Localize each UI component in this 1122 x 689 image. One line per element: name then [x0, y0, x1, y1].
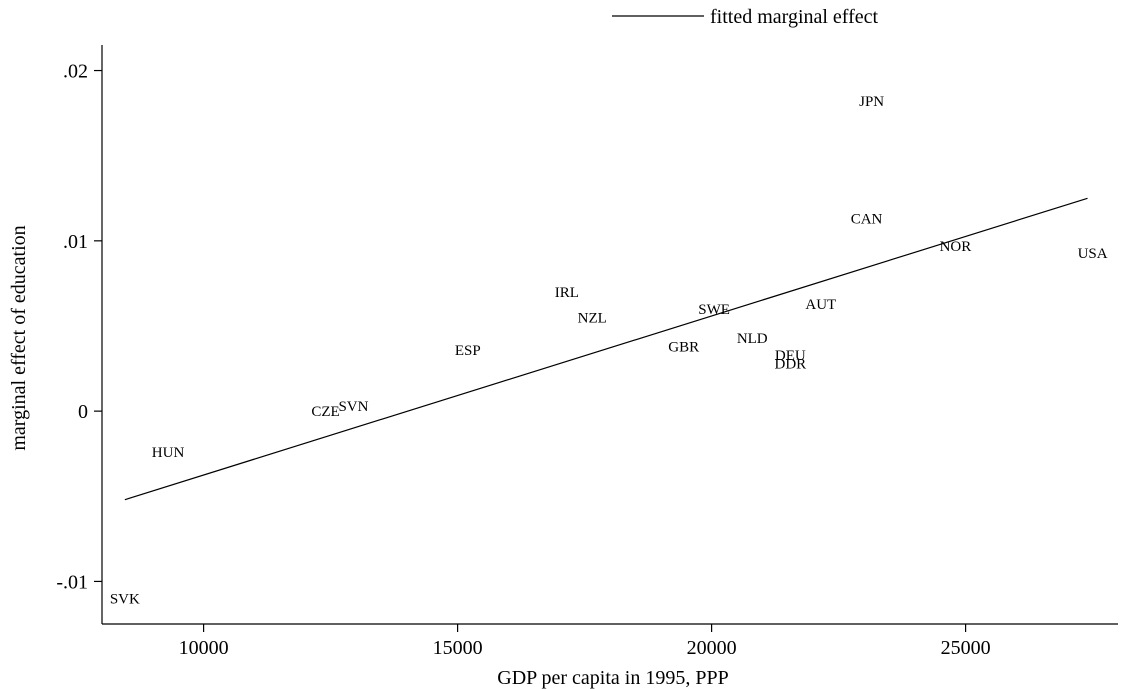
x-tick-label: 15000	[433, 637, 483, 659]
point-label-cze: CZE	[311, 404, 339, 420]
point-label-gbr: GBR	[668, 339, 699, 355]
point-label-svn: SVN	[338, 399, 368, 415]
y-tick-label: -.01	[56, 571, 88, 593]
point-label-svk: SVK	[110, 591, 140, 607]
legend-entry-fitted: fitted marginal effect	[710, 6, 879, 28]
fit-line-group	[124, 197, 1088, 501]
y-tick-label: .01	[63, 231, 88, 253]
point-label-nor: NOR	[940, 239, 972, 255]
point-label-esp: ESP	[455, 343, 481, 359]
point-label-ddr: DDR	[775, 356, 807, 372]
y-axis-title: marginal effect of education	[8, 225, 30, 450]
point-label-irl: IRL	[555, 285, 579, 301]
point-label-nld: NLD	[737, 331, 768, 347]
point-label-usa: USA	[1078, 246, 1108, 262]
legend: fitted marginal effect	[612, 6, 879, 28]
axes: .02 .01 0 -.01 10000 15000 20000 25000	[56, 45, 1118, 659]
point-label-can: CAN	[851, 212, 883, 228]
x-axis-title: GDP per capita in 1995, PPP	[497, 667, 728, 689]
point-label-deu: DEU	[775, 348, 806, 364]
x-tick-label: 10000	[179, 637, 229, 659]
x-tick-label: 20000	[687, 637, 737, 659]
y-tick-label: .02	[63, 61, 88, 83]
point-label-hun: HUN	[152, 445, 185, 461]
point-label-jpn: JPN	[859, 94, 884, 110]
y-tick-label: 0	[78, 401, 88, 423]
point-label-swe: SWE	[698, 302, 730, 318]
fitted-line	[124, 197, 1088, 501]
point-label-nzl: NZL	[578, 310, 607, 326]
x-tick-label: 25000	[941, 637, 991, 659]
point-label-aut: AUT	[805, 297, 836, 313]
